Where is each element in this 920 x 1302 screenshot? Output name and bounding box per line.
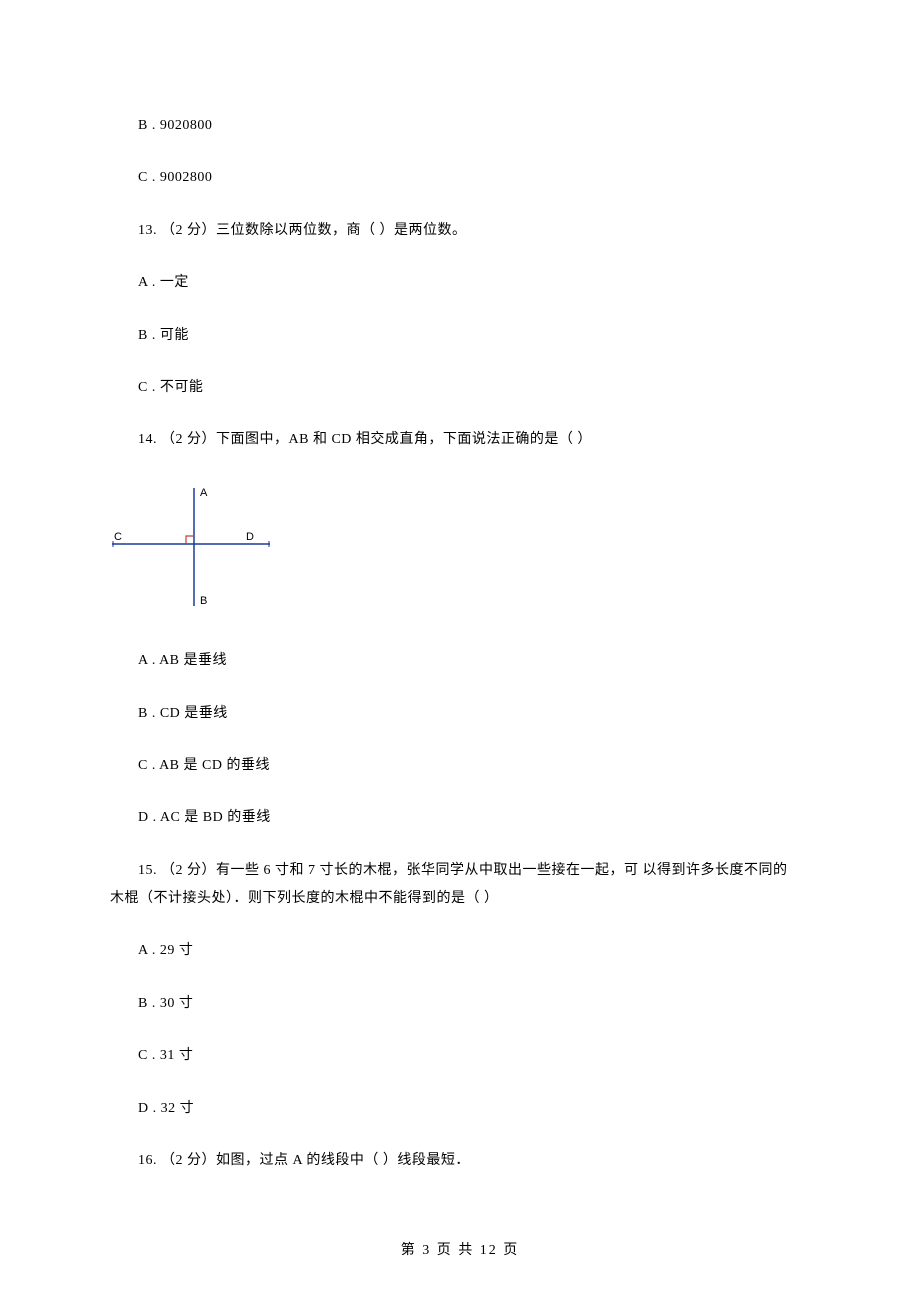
q15-option-d: D . 32 寸 (110, 1098, 810, 1120)
q13-stem: 13. （2 分）三位数除以两位数，商（ ）是两位数。 (110, 220, 810, 242)
q12-option-c: C . 9002800 (110, 167, 810, 189)
q15-stem-line2: 木棍（不计接头处）．则下列长度的木棍中不能得到的是（ ） (110, 888, 810, 910)
q13-option-c: C . 不可能 (110, 377, 810, 399)
label-a: A (200, 487, 208, 499)
page: B . 9020800 C . 9002800 13. （2 分）三位数除以两位… (0, 0, 920, 1302)
q15-option-b: B . 30 寸 (110, 993, 810, 1015)
q14-option-b: B . CD 是垂线 (110, 703, 810, 725)
label-b: B (200, 595, 207, 607)
q13-option-b: B . 可能 (110, 325, 810, 347)
page-footer: 第 3 页 共 12 页 (0, 1240, 920, 1262)
label-d: D (246, 531, 254, 543)
q14-stem: 14. （2 分）下面图中，AB 和 CD 相交成直角，下面说法正确的是（ ） (110, 429, 810, 451)
q14-option-d: D . AC 是 BD 的垂线 (110, 807, 810, 829)
q14-diagram: A B C D (112, 482, 810, 620)
q15-option-c: C . 31 寸 (110, 1045, 810, 1067)
q15-stem-line1: 15. （2 分）有一些 6 寸和 7 寸长的木棍，张华同学从中取出一些接在一起… (110, 860, 810, 882)
right-angle-mark (186, 536, 194, 544)
q16-stem: 16. （2 分）如图，过点 A 的线段中（ ）线段最短． (110, 1150, 810, 1172)
q12-option-b: B . 9020800 (110, 115, 810, 137)
label-c: C (114, 531, 122, 543)
q14-option-a: A . AB 是垂线 (110, 650, 810, 672)
q15-option-a: A . 29 寸 (110, 940, 810, 962)
q14-option-c: C . AB 是 CD 的垂线 (110, 755, 810, 777)
perpendicular-lines-diagram: A B C D (112, 482, 272, 612)
q13-option-a: A . 一定 (110, 272, 810, 294)
